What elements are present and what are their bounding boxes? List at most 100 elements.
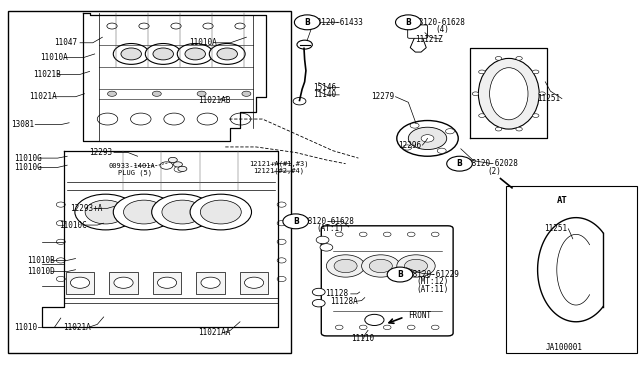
Circle shape [244, 277, 264, 288]
Circle shape [124, 200, 164, 224]
Bar [240, 272, 268, 294]
Circle shape [201, 277, 220, 288]
Circle shape [164, 113, 184, 125]
Bar [109, 272, 138, 294]
Text: 12121(#2,#4): 12121(#2,#4) [253, 168, 304, 174]
Text: 08120-62028: 08120-62028 [467, 159, 518, 168]
Circle shape [404, 259, 428, 273]
Text: 08120-61229: 08120-61229 [408, 270, 459, 279]
Text: 12293: 12293 [90, 148, 113, 157]
Circle shape [107, 23, 117, 29]
Circle shape [410, 123, 419, 128]
Text: 11010D: 11010D [27, 267, 54, 276]
Circle shape [85, 200, 126, 224]
Text: (MT:12): (MT:12) [416, 278, 449, 286]
Circle shape [326, 255, 365, 277]
Text: 11251: 11251 [538, 94, 561, 103]
Circle shape [114, 277, 133, 288]
Circle shape [397, 121, 458, 156]
Circle shape [145, 44, 181, 64]
Text: 11047: 11047 [54, 38, 77, 47]
Circle shape [479, 70, 485, 74]
Text: 11110: 11110 [351, 334, 374, 343]
Circle shape [56, 239, 65, 244]
Text: 08120-61433: 08120-61433 [312, 18, 363, 27]
Circle shape [174, 166, 184, 172]
Circle shape [516, 57, 522, 60]
Circle shape [113, 44, 149, 64]
Bar [506, 186, 637, 353]
Circle shape [217, 48, 237, 60]
Circle shape [312, 288, 325, 296]
Text: B: B [457, 159, 462, 168]
Text: (AT:1): (AT:1) [317, 224, 344, 233]
Text: 12296: 12296 [398, 141, 421, 150]
Circle shape [70, 277, 90, 288]
Text: 08120-61628: 08120-61628 [415, 18, 465, 27]
Circle shape [177, 44, 213, 64]
Circle shape [495, 127, 502, 131]
Text: 11021AA: 11021AA [198, 328, 231, 337]
Circle shape [209, 44, 245, 64]
Circle shape [56, 221, 65, 226]
Text: 11010A: 11010A [189, 38, 216, 47]
Text: 11251: 11251 [544, 224, 567, 233]
Text: 11010G: 11010G [14, 154, 42, 163]
Circle shape [408, 325, 415, 330]
Text: 15146: 15146 [314, 83, 337, 92]
Circle shape [437, 148, 446, 153]
Text: (4): (4) [435, 25, 449, 34]
Circle shape [75, 194, 136, 230]
Circle shape [230, 113, 251, 125]
Text: 12293+A: 12293+A [70, 204, 103, 213]
FancyBboxPatch shape [408, 25, 428, 38]
Circle shape [365, 314, 384, 326]
Text: B: B [397, 270, 403, 279]
Text: 08120-61628: 08120-61628 [304, 217, 355, 226]
Text: 11010C: 11010C [59, 221, 86, 230]
Circle shape [108, 91, 116, 96]
Circle shape [294, 15, 320, 30]
Circle shape [408, 127, 447, 150]
Text: 12121+A(#1,#3): 12121+A(#1,#3) [250, 160, 309, 167]
Circle shape [153, 48, 173, 60]
Text: 13081: 13081 [12, 120, 35, 129]
Text: 11128: 11128 [325, 289, 348, 298]
Text: 11021A: 11021A [29, 92, 56, 101]
Circle shape [516, 127, 522, 131]
Ellipse shape [479, 58, 540, 129]
Text: (2): (2) [488, 167, 502, 176]
Polygon shape [538, 218, 603, 322]
Circle shape [447, 156, 472, 171]
Text: B: B [406, 18, 411, 27]
Bar [153, 272, 181, 294]
Circle shape [190, 194, 252, 230]
Text: B: B [293, 217, 298, 226]
Text: (AT:11): (AT:11) [416, 285, 449, 294]
Circle shape [421, 135, 434, 142]
Circle shape [383, 232, 391, 237]
Circle shape [152, 91, 161, 96]
Circle shape [360, 232, 367, 237]
Circle shape [316, 236, 329, 244]
Circle shape [335, 325, 343, 330]
Circle shape [178, 166, 187, 171]
Circle shape [139, 23, 149, 29]
Text: JA100001: JA100001 [545, 343, 582, 352]
Text: FRONT: FRONT [408, 311, 431, 320]
Circle shape [277, 202, 286, 207]
Circle shape [131, 113, 151, 125]
Circle shape [152, 194, 213, 230]
Text: 11021B: 11021B [33, 70, 61, 79]
Circle shape [277, 239, 286, 244]
Text: B: B [305, 18, 310, 27]
Circle shape [532, 70, 539, 74]
Bar [8, 11, 291, 353]
Circle shape [113, 194, 175, 230]
Circle shape [335, 232, 343, 237]
Circle shape [56, 276, 65, 282]
Text: AT: AT [557, 196, 568, 205]
Text: 00933-1401A: 00933-1401A [109, 163, 156, 169]
Circle shape [431, 232, 439, 237]
Circle shape [431, 325, 439, 330]
